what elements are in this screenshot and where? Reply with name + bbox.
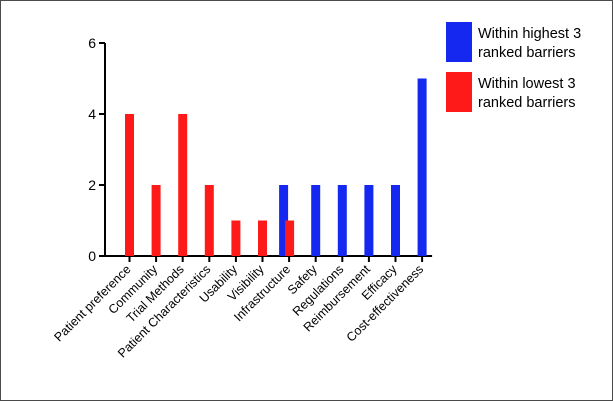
bar-lowest bbox=[178, 114, 188, 256]
bar-highest bbox=[279, 185, 289, 256]
legend-label-highest-line1: Within highest 3 bbox=[478, 26, 581, 42]
bar-group bbox=[125, 78, 427, 256]
bar-lowest bbox=[285, 220, 295, 256]
y-tick-label: 2 bbox=[88, 177, 96, 193]
y-tick-labels: 0 2 4 6 bbox=[88, 35, 96, 264]
bar-highest bbox=[311, 185, 321, 256]
bar-highest bbox=[364, 185, 374, 256]
legend-label-lowest-line1: Within lowest 3 bbox=[478, 76, 576, 92]
legend-swatch-highest bbox=[446, 22, 472, 62]
legend-swatch-lowest bbox=[446, 72, 472, 112]
bar-lowest bbox=[125, 114, 134, 256]
legend-label-highest-line2: ranked barriers bbox=[478, 45, 576, 61]
y-tick-label: 0 bbox=[88, 248, 96, 264]
bar-highest bbox=[337, 185, 347, 256]
bar-lowest bbox=[151, 185, 161, 256]
y-tick-label: 4 bbox=[88, 106, 96, 122]
bar-highest bbox=[391, 185, 400, 256]
bar-lowest bbox=[258, 220, 267, 256]
legend: Within highest 3 ranked barriers Within … bbox=[446, 22, 581, 112]
bar-lowest bbox=[231, 220, 241, 256]
legend-label-lowest-line2: ranked barriers bbox=[478, 95, 576, 111]
bar-highest bbox=[417, 78, 427, 256]
bar-lowest bbox=[204, 185, 214, 256]
y-tick-label: 6 bbox=[88, 35, 96, 51]
